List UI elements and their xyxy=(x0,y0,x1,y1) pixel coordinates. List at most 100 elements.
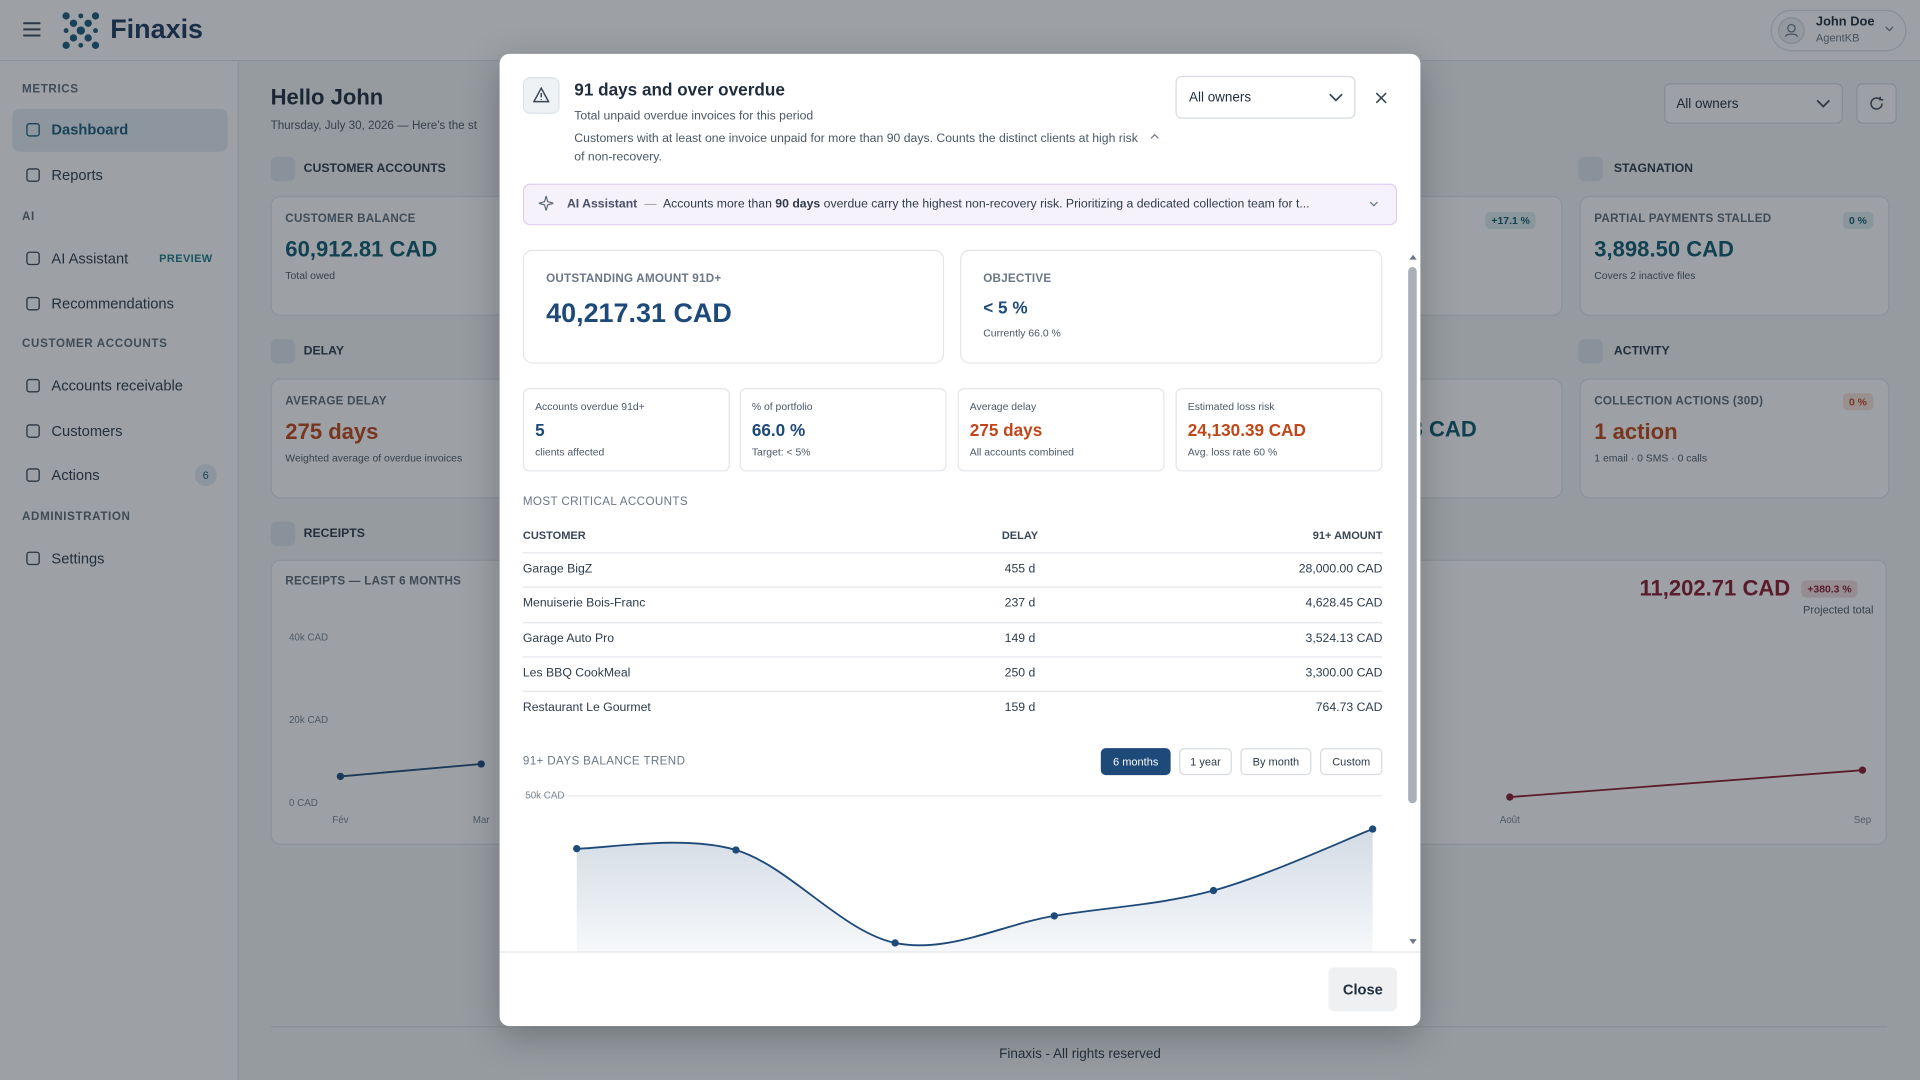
nav-item[interactable]: Reports xyxy=(51,166,103,184)
table-cell: Les BBQ CookMeal xyxy=(522,666,631,681)
card-value: 3,898.50 CAD xyxy=(1594,236,1734,262)
y-tick-label: 50k CAD xyxy=(525,791,564,802)
decoration xyxy=(1150,133,1159,139)
point xyxy=(1368,825,1377,833)
row-rule xyxy=(522,622,1383,624)
chevron xyxy=(1816,99,1830,108)
collapse-icon[interactable] xyxy=(1150,133,1160,139)
trend-title: 91+ DAYS BALANCE TREND xyxy=(522,754,686,769)
section-title: STAGNATION xyxy=(1613,162,1694,176)
modal-body: OUTSTANDING AMOUNT 91D+ 40,217.31 CAD OB… xyxy=(500,239,1409,952)
projected-label: Projected total xyxy=(1803,603,1874,616)
card-value: 1 action xyxy=(1594,419,1678,444)
card-value: < 5 % xyxy=(983,297,1028,318)
card-label: PARTIAL PAYMENTS STALLED xyxy=(1594,212,1772,226)
card-sub: Weighted average of overdue invoices xyxy=(285,451,463,465)
refresh-button[interactable] xyxy=(1856,83,1897,124)
nav-icon xyxy=(26,123,40,137)
stat-value: 66.0 % xyxy=(751,420,806,440)
chevron xyxy=(1885,26,1894,32)
ai-label: AI Assistant xyxy=(566,197,638,212)
scroll-up[interactable] xyxy=(1408,253,1418,260)
table-cell: Restaurant Le Gourmet xyxy=(522,701,651,715)
nav-icon-shape xyxy=(26,296,40,311)
range-button[interactable]: 1 year xyxy=(1179,748,1232,776)
section-title: DELAY xyxy=(303,344,345,359)
line xyxy=(340,763,482,778)
nav-section-title: CUSTOMER ACCOUNTS xyxy=(22,337,168,351)
x-tick-label: Sep xyxy=(1854,815,1872,826)
table-cell: 4,628.45 CAD xyxy=(1305,596,1383,611)
table-cell: 250 d xyxy=(1004,666,1036,681)
decoration xyxy=(69,19,78,27)
decoration xyxy=(1885,26,1894,32)
nav-item[interactable]: Customers xyxy=(51,422,123,440)
card-badge: 0 % xyxy=(1842,393,1874,411)
ai-banner[interactable] xyxy=(522,183,1398,226)
decoration xyxy=(532,86,550,103)
nav-icon xyxy=(26,424,40,438)
stat-sub: Target: < 5% xyxy=(751,445,811,458)
stat-sub: clients affected xyxy=(535,445,605,458)
point xyxy=(1506,793,1514,801)
ai-separator: — xyxy=(644,197,657,212)
modal-body-content: OUTSTANDING AMOUNT 91D+ 40,217.31 CAD OB… xyxy=(500,239,1409,952)
range-button[interactable]: 6 months xyxy=(1100,748,1171,776)
stat-sub: Avg. loss rate 60 % xyxy=(1187,445,1278,458)
owner-select[interactable] xyxy=(1175,75,1356,119)
close-icon[interactable] xyxy=(1375,92,1387,104)
close-button[interactable]: Close xyxy=(1328,967,1398,1012)
decoration xyxy=(91,12,100,20)
section-icon xyxy=(1578,156,1603,182)
kpi-card xyxy=(522,249,945,364)
decoration xyxy=(1787,23,1796,33)
nav-item[interactable]: Actions xyxy=(51,466,100,484)
greeting: Hello John xyxy=(270,85,384,110)
user-name: John Doe xyxy=(1815,14,1875,30)
table-cell: 3,524.13 CAD xyxy=(1305,632,1383,646)
owner-select[interactable] xyxy=(1664,83,1843,124)
modal-title: 91 days and over overdue xyxy=(574,79,785,100)
table-cell: Garage Auto Pro xyxy=(522,632,615,646)
card-sub: Total owed xyxy=(285,269,336,282)
nav-icon-shape xyxy=(26,251,40,266)
card-value: 275 days xyxy=(285,419,379,444)
scroll-down[interactable] xyxy=(1408,938,1418,945)
nav-section-title: AI xyxy=(22,210,35,224)
nav-item[interactable]: Settings xyxy=(51,549,105,567)
row-rule xyxy=(522,656,1383,658)
nav-badge: 6 xyxy=(194,464,217,487)
stat-sub: All accounts combined xyxy=(969,445,1074,458)
card-value: 3 CAD xyxy=(1410,416,1477,442)
card-sub: Currently 66.0 % xyxy=(983,326,1061,340)
refresh-icon xyxy=(1870,96,1884,110)
decoration xyxy=(62,12,70,20)
decoration xyxy=(1784,33,1799,38)
kpi-card xyxy=(1579,195,1890,316)
nav-item[interactable]: Dashboard xyxy=(51,121,129,139)
y-tick-label: 20k CAD xyxy=(289,715,328,726)
stat-value: 275 days xyxy=(969,420,1043,440)
ai-text: Accounts more than xyxy=(662,197,772,212)
table-header: DELAY xyxy=(1001,528,1039,542)
decoration xyxy=(1777,17,1805,45)
nav-icon xyxy=(26,168,40,182)
brand: Finaxis xyxy=(110,13,204,45)
table-cell: 455 d xyxy=(1004,562,1036,577)
nav-section-title: METRICS xyxy=(22,82,79,97)
table-cell: 28,000.00 CAD xyxy=(1298,562,1383,577)
stat-card xyxy=(522,388,730,472)
menu-icon[interactable] xyxy=(22,21,42,38)
nav-item[interactable]: AI Assistant xyxy=(51,249,129,267)
nav-item[interactable]: Accounts receivable xyxy=(51,377,183,395)
table-cell: 237 d xyxy=(1004,596,1036,611)
logo-icon xyxy=(62,12,100,49)
section-icon xyxy=(1578,339,1603,364)
range-button[interactable]: By month xyxy=(1240,748,1312,776)
range-button[interactable]: Custom xyxy=(1320,748,1383,776)
scrollbar-thumb[interactable] xyxy=(1408,266,1417,804)
row-rule xyxy=(522,552,1383,554)
table-header: CUSTOMER xyxy=(522,528,586,542)
card-label: COLLECTION ACTIONS (30D) xyxy=(1594,394,1764,409)
nav-item[interactable]: Recommendations xyxy=(51,295,174,313)
